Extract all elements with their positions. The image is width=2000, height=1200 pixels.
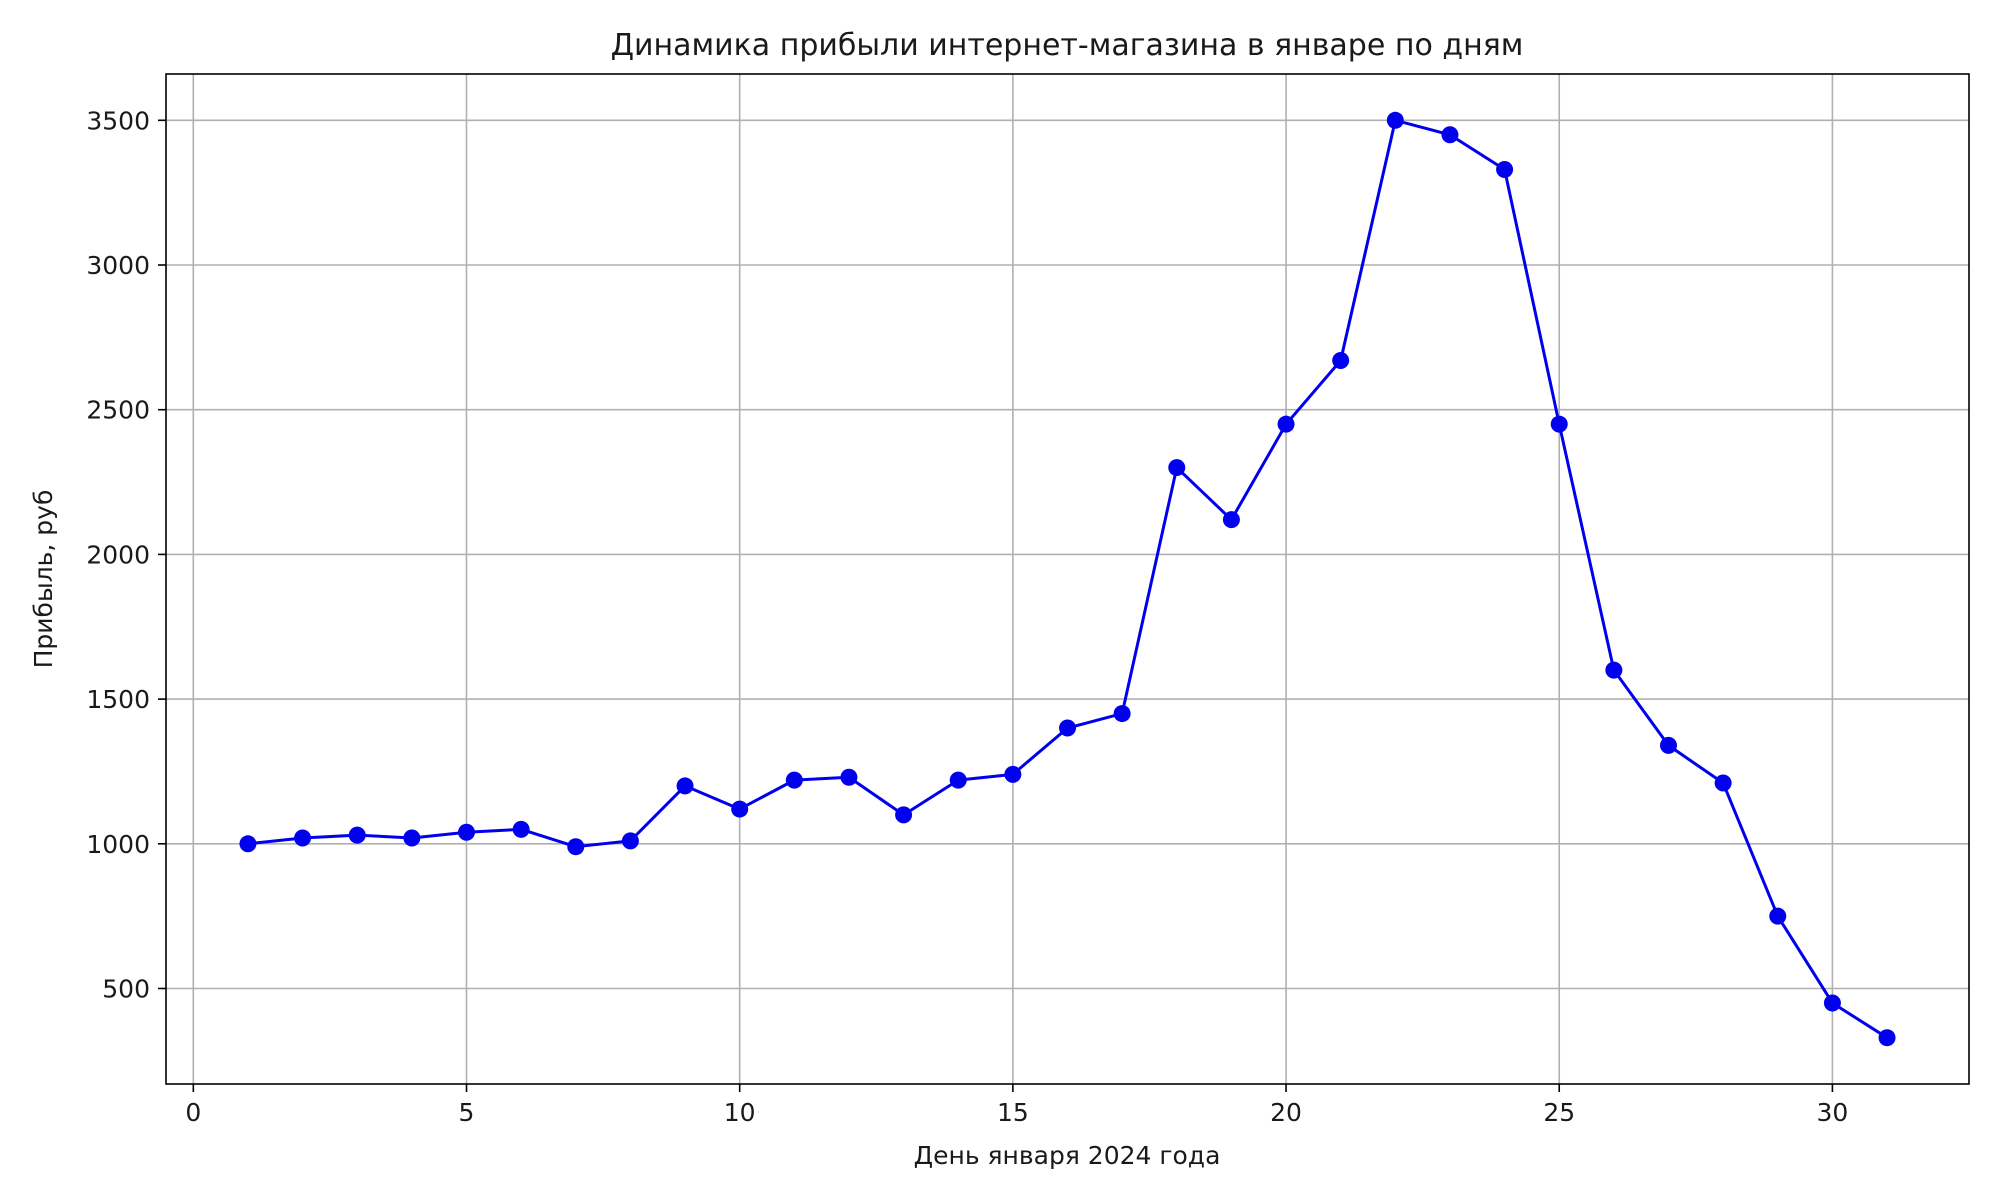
data-point <box>1168 459 1186 477</box>
data-point <box>1714 774 1732 792</box>
data-point <box>1441 126 1459 144</box>
data-point <box>895 806 913 824</box>
data-point <box>1113 705 1131 723</box>
y-tick-label: 2000 <box>86 540 150 569</box>
data-point <box>512 820 530 838</box>
data-points <box>239 111 1896 1047</box>
data-point <box>1277 415 1295 433</box>
data-point <box>1496 161 1514 179</box>
data-point <box>1386 111 1404 129</box>
y-tick-label: 3000 <box>86 251 150 280</box>
data-point <box>1059 719 1076 737</box>
y-tick-label: 500 <box>102 974 150 1003</box>
data-point <box>403 829 421 847</box>
data-point <box>949 771 967 789</box>
data-point <box>458 823 475 841</box>
data-point <box>1605 661 1623 679</box>
data-point <box>785 771 803 789</box>
x-tick-label: 5 <box>459 1098 475 1127</box>
data-point <box>621 832 639 850</box>
data-point <box>1222 511 1240 529</box>
chart-title: Динамика прибыли интернет-магазина в янв… <box>611 28 1524 63</box>
data-point <box>567 838 585 856</box>
x-axis-label: День января 2024 года <box>914 1141 1221 1170</box>
data-point <box>840 768 858 786</box>
data-point <box>1332 352 1350 370</box>
y-tick-label: 2500 <box>86 396 150 425</box>
data-point <box>348 826 366 844</box>
data-point <box>676 777 694 795</box>
data-point <box>731 800 749 818</box>
y-tick-label: 1000 <box>86 830 150 859</box>
plot-frame <box>165 73 1970 1085</box>
series-line-layer <box>247 118 1888 1039</box>
data-point <box>1878 1029 1896 1047</box>
x-tick-label: 15 <box>997 1098 1029 1127</box>
axis-ticks: 0 5 10 15 20 25 30 500 1000 1500 2000 2500 3000 3500 <box>86 106 1848 1127</box>
data-point <box>1769 907 1787 925</box>
x-tick-label: 30 <box>1817 1098 1849 1127</box>
data-point <box>1004 765 1022 783</box>
data-point <box>294 829 312 847</box>
y-tick-label: 1500 <box>86 685 150 714</box>
x-tick-label: 20 <box>1270 1098 1302 1127</box>
x-tick-label: 0 <box>185 1098 201 1127</box>
grid-lines <box>166 74 1969 1084</box>
y-tick-label: 3500 <box>86 106 150 135</box>
x-tick-label: 25 <box>1543 1098 1575 1127</box>
data-point <box>1823 994 1841 1012</box>
series-line <box>247 118 1888 1039</box>
data-point <box>1550 415 1568 433</box>
x-tick-label: 10 <box>724 1098 756 1127</box>
y-axis-label: Прибыль, руб <box>29 490 58 669</box>
data-point <box>239 835 257 853</box>
data-point <box>1660 736 1677 754</box>
